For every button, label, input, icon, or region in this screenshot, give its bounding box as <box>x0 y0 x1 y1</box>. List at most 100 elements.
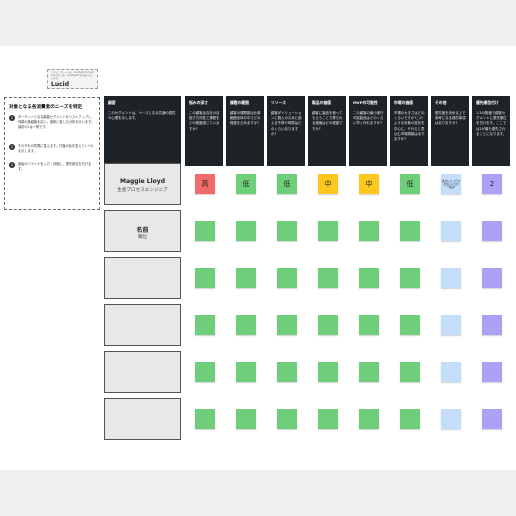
sticky-note-pain-depth[interactable] <box>195 268 215 288</box>
instructions-panel[interactable]: 対象となる各消費者のニーズを特定 1 ターゲットとなる顧客セグメントをリストアッ… <box>4 97 100 210</box>
sticky-note-resources[interactable] <box>277 362 297 382</box>
sticky-note-pain-depth[interactable] <box>195 221 215 241</box>
sticky-note-mvp[interactable] <box>359 362 379 382</box>
sticky-note-problem-scope[interactable]: 低 <box>236 174 256 194</box>
customer-card-3[interactable] <box>104 257 181 299</box>
sticky-note-other[interactable]: 誰かにとってのお気に入りの一品は? <box>441 174 461 194</box>
instruction-step-2: 2 それぞれの質問に答えます。付箋の色を変えてレベルを示します。 <box>9 144 95 160</box>
sticky-note-text <box>195 315 215 335</box>
sticky-note-resources[interactable] <box>277 221 297 241</box>
sticky-note-mvp[interactable]: 中 <box>359 174 379 194</box>
customer-card-1[interactable]: Maggie Lloyd 生産プロセスエンジニア <box>104 163 181 205</box>
sticky-note-pain-depth[interactable] <box>195 362 215 382</box>
sticky-note-text: 2 <box>489 180 495 188</box>
sticky-note-product-value[interactable] <box>318 362 338 382</box>
sticky-note-text <box>318 362 338 382</box>
sticky-note-other[interactable] <box>441 409 461 429</box>
sticky-note-priority[interactable] <box>482 221 502 241</box>
header-market-value[interactable]: 市場の価値 市場の大きさはどのくらいですか?このような対象の変化を中心に、それら… <box>390 96 428 166</box>
sticky-note-text <box>359 362 379 382</box>
sticky-note-market-value[interactable] <box>400 409 420 429</box>
sticky-note-other[interactable] <box>441 268 461 288</box>
sticky-note-text: 中 <box>324 180 332 188</box>
sticky-note-resources[interactable] <box>277 409 297 429</box>
sticky-note-market-value[interactable] <box>400 268 420 288</box>
sticky-note-product-value[interactable]: 中 <box>318 174 338 194</box>
header-mvp[interactable]: MVPの可能性 この顧客の最小実行可能製品はどのくらい早く作れますか? <box>349 96 387 166</box>
header-description: 優先度を決める上で参考になる検討事項はありますか? <box>435 111 466 126</box>
sticky-note-mvp[interactable] <box>359 268 379 288</box>
sticky-note-text: 低 <box>242 180 250 188</box>
header-title: 顧客 <box>108 100 116 105</box>
sticky-note-problem-scope[interactable] <box>236 315 256 335</box>
instruction-step-3: 3 最後のバランナを入力・評価し、優先順位を付けます。 <box>9 162 95 178</box>
step-number: 3 <box>9 162 15 168</box>
customer-name: 名前 <box>136 227 149 234</box>
customer-card-2[interactable]: 名前 職位 <box>104 210 181 252</box>
sticky-note-priority[interactable] <box>482 409 502 429</box>
sticky-note-text: 高 <box>201 180 209 188</box>
sticky-note-text <box>195 409 215 429</box>
sticky-note-text <box>359 315 379 335</box>
header-pain-depth[interactable]: 悩みの深さ この顧客は自社の目指す方向性と課題をどの程度感じていますか? <box>185 96 223 166</box>
sticky-note-text <box>195 362 215 382</box>
sticky-note-text <box>482 268 502 288</box>
sticky-note-market-value[interactable] <box>400 221 420 241</box>
sticky-note-priority[interactable] <box>482 315 502 335</box>
sticky-note-mvp[interactable] <box>359 221 379 241</box>
header-description: 顧客の課題数は仕事範囲全体の中でどの程度を占めますか? <box>230 111 261 126</box>
sticky-note-text <box>359 409 379 429</box>
sticky-note-problem-scope[interactable] <box>236 362 256 382</box>
sticky-note-priority[interactable]: 2 <box>482 174 502 194</box>
sticky-note-market-value[interactable] <box>400 315 420 335</box>
sticky-note-text <box>277 315 297 335</box>
sticky-note-problem-scope[interactable] <box>236 221 256 241</box>
sticky-note-other[interactable] <box>441 221 461 241</box>
header-priority[interactable]: 優先順位付け 1-5の数値で顧客セグメントに優先順位を付けます。ここでは1が最も… <box>472 96 510 166</box>
sticky-note-resources[interactable] <box>277 315 297 335</box>
sticky-note-text: 低 <box>406 180 414 188</box>
header-resources[interactable]: リソース 顧客がソリューションに購入のために使える予算や時間はどのくらいあります… <box>267 96 305 166</box>
customer-card-6[interactable] <box>104 398 181 440</box>
sticky-note-mvp[interactable] <box>359 409 379 429</box>
step-number: 2 <box>9 144 15 150</box>
sticky-note-mvp[interactable] <box>359 315 379 335</box>
header-customer[interactable]: 顧客 このセグメントは、ペースとなる共通の属性や心理を示します。 <box>104 96 181 166</box>
customer-role: 生産プロセスエンジニア <box>117 188 168 193</box>
sticky-note-problem-scope[interactable] <box>236 409 256 429</box>
sticky-note-resources[interactable]: 低 <box>277 174 297 194</box>
instruction-step-1: 1 ターゲットとなる顧客セグメントをリストアップし、列順の各顧客を記入。個体に着… <box>9 115 95 141</box>
customer-card-5[interactable] <box>104 351 181 393</box>
sticky-note-market-value[interactable] <box>400 362 420 382</box>
sticky-note-pain-depth[interactable] <box>195 409 215 429</box>
customer-card-4[interactable] <box>104 304 181 346</box>
customer-name: Maggie Lloyd <box>119 178 166 185</box>
sticky-note-other[interactable] <box>441 362 461 382</box>
sticky-note-pain-depth[interactable] <box>195 315 215 335</box>
sticky-note-other[interactable] <box>441 315 461 335</box>
sticky-note-pain-depth[interactable]: 高 <box>195 174 215 194</box>
header-other[interactable]: その他 優先度を決める上で参考になる検討事項はありますか? <box>431 96 469 166</box>
sticky-note-priority[interactable] <box>482 268 502 288</box>
sticky-note-market-value[interactable]: 低 <box>400 174 420 194</box>
sticky-note-text: 誰かにとってのお気に入りの一品は? <box>442 179 460 189</box>
lucid-logo-card[interactable]: このテンプレートは、LucidのDocument Cloudの一部、Lucids… <box>47 69 98 89</box>
sticky-note-priority[interactable] <box>482 362 502 382</box>
sticky-note-product-value[interactable] <box>318 221 338 241</box>
header-problem-scope[interactable]: 課題の範囲 顧客の課題数は仕事範囲全体の中でどの程度を占めますか? <box>226 96 264 166</box>
header-title: MVPの可能性 <box>353 100 378 105</box>
sticky-note-product-value[interactable] <box>318 409 338 429</box>
sticky-note-text <box>400 268 420 288</box>
header-title: 製品の価値 <box>312 100 331 105</box>
sticky-note-product-value[interactable] <box>318 315 338 335</box>
sticky-note-text <box>400 315 420 335</box>
instructions-title: 対象となる各消費者のニーズを特定 <box>9 105 83 110</box>
sticky-note-problem-scope[interactable] <box>236 268 256 288</box>
header-title: リソース <box>271 100 286 105</box>
sticky-note-text <box>482 409 502 429</box>
header-product-value[interactable]: 製品の価値 顧客に製品を使ってもらうことで得られる価値はどの程度ですか? <box>308 96 346 166</box>
sticky-note-text <box>441 268 461 288</box>
sticky-note-resources[interactable] <box>277 268 297 288</box>
sticky-note-product-value[interactable] <box>318 268 338 288</box>
